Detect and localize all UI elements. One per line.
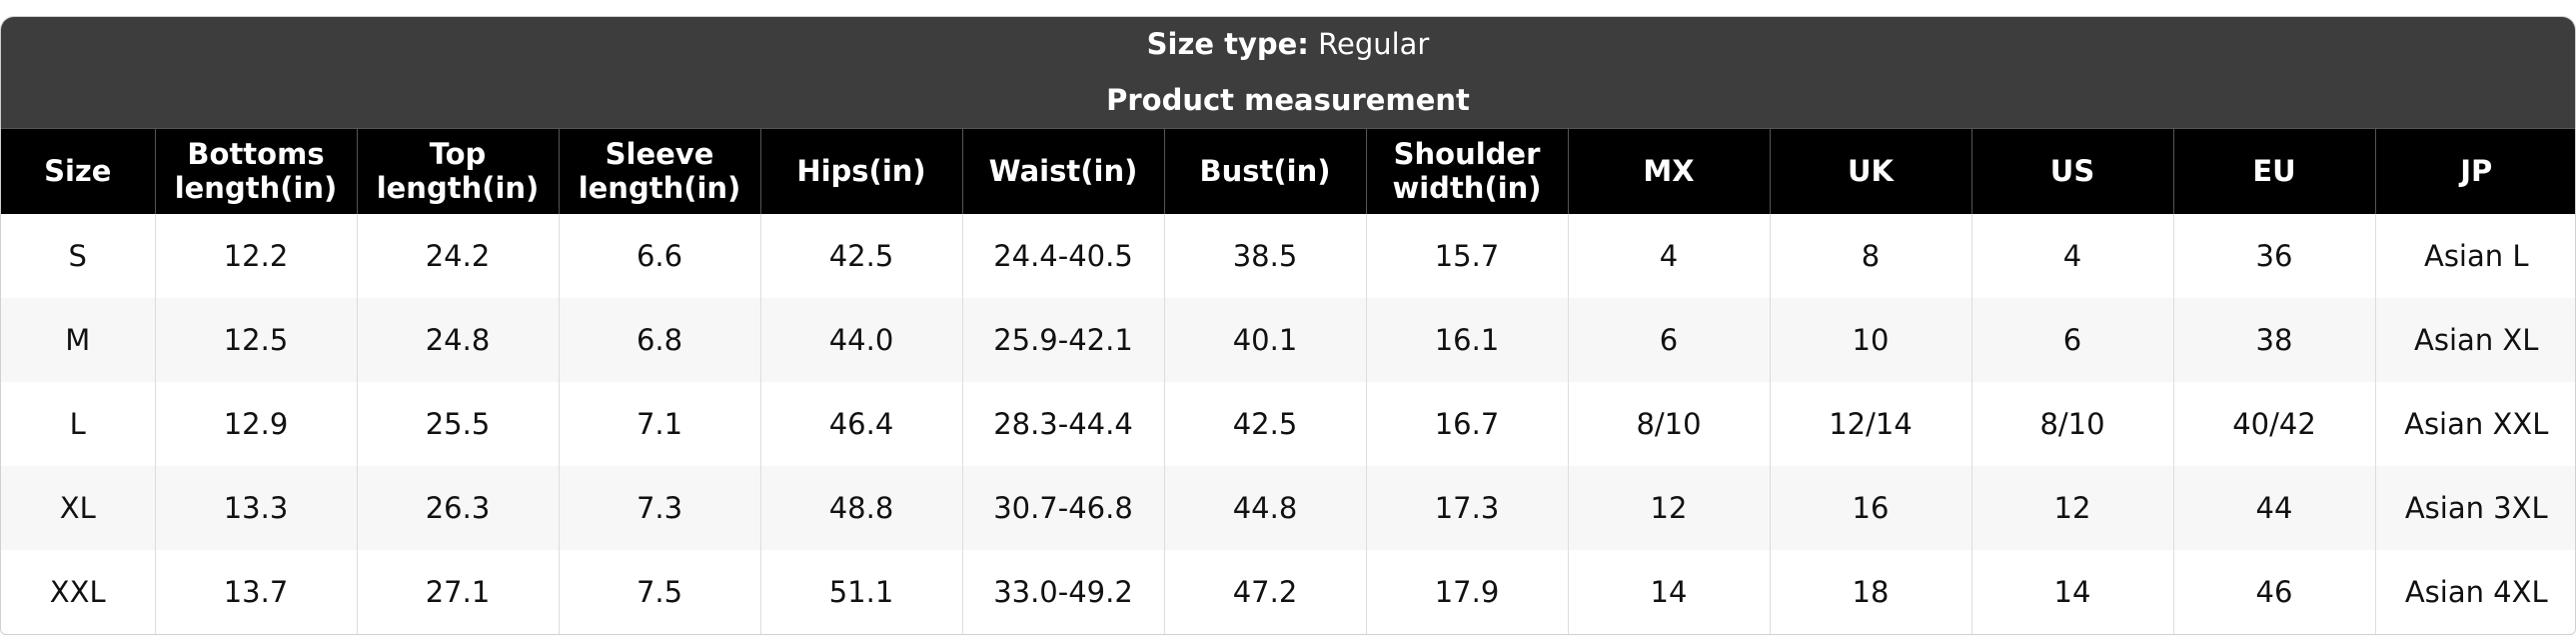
table-cell: 6.8: [558, 297, 760, 382]
table-cell: 16.7: [1365, 381, 1568, 466]
column-header: Waist(in): [961, 128, 1164, 214]
table-cell: L: [69, 406, 86, 441]
table-row: L 12.9 25.5 7.1 46.4 28.3-44.4 42.5 16.7 8/10 12/…: [1, 381, 2575, 466]
table-cell: 44.0: [759, 297, 962, 382]
size-type-value: Regular: [1318, 27, 1430, 61]
table-cell: 8: [1769, 213, 1971, 298]
table-row: S 12.2 24.2 6.6 42.5 24.4-40.5 38.5 15.7 4 8 4 36 As…: [1, 213, 2575, 298]
table-cell: 6: [1567, 297, 1770, 382]
table-cell: 18: [1769, 549, 1971, 634]
table-cell: 16.1: [1365, 297, 1568, 382]
table-cell: 12.5: [154, 297, 357, 382]
column-header: JP: [2374, 128, 2575, 214]
table-cell: 42.5: [1163, 381, 1366, 466]
table-cell: 8/10: [1970, 381, 2173, 466]
table-cell: 38.5: [1163, 213, 1366, 298]
table-cell: 12/14: [1769, 381, 1971, 466]
measurement-table: Size Bottoms length(in) Top length(in) Slee…: [1, 128, 2575, 634]
table-cell: 40/42: [2172, 381, 2375, 466]
table-cell: 44.8: [1163, 465, 1366, 550]
column-header: US: [1970, 128, 2173, 214]
table-cell: 15.7: [1365, 213, 1568, 298]
table-cell: 24.8: [356, 297, 559, 382]
table-cell: 27.1: [356, 549, 559, 634]
table-cell: 12: [1970, 465, 2173, 550]
table-cell: XL: [1, 465, 155, 550]
table-cell: 4: [1567, 213, 1770, 298]
table-cell: 42.5: [759, 213, 962, 298]
table-cell: 12.2: [154, 213, 357, 298]
column-header: Sleeve length(in): [558, 128, 760, 214]
header-row: Size Bottoms length(in) Top length(in) Slee…: [1, 128, 2575, 214]
column-header: UK: [1769, 128, 1971, 214]
column-header: Bust(in): [1163, 128, 1366, 214]
table-cell: 28.3-44.4: [961, 381, 1164, 466]
table-cell: 26.3: [356, 465, 559, 550]
table-cell: 24.2: [356, 213, 559, 298]
table-row: XXL 13.7 27.1 7.5 51.1 33.0-49.2 47.2 17.9 14 18 1…: [1, 549, 2575, 634]
table-cell: Asian XL: [2374, 297, 2575, 382]
table-cell: 10: [1769, 297, 1971, 382]
table-cell: 46: [2172, 549, 2375, 634]
table-cell: S: [68, 238, 87, 273]
table-cell: 16: [1769, 465, 1971, 550]
table-cell: 4: [1970, 213, 2173, 298]
table-cell: 13.3: [154, 465, 357, 550]
size-type-label: Size type:: [1146, 27, 1309, 61]
table-cell: 6: [1970, 297, 2173, 382]
table-cell: 17.9: [1365, 549, 1568, 634]
table-cell: 12: [1567, 465, 1770, 550]
table-cell: 51.1: [759, 549, 962, 634]
table-cell: 30.7-46.8: [961, 465, 1164, 550]
column-header: Top length(in): [356, 128, 559, 214]
table-cell: 14: [1970, 549, 2173, 634]
table-cell: 8/10: [1567, 381, 1770, 466]
table-row: XL 13.3 26.3 7.3 48.8 30.7-46.8 44.8 17.3 12 16 12…: [1, 465, 2575, 550]
column-header: EU: [2172, 128, 2375, 214]
column-header: Shoulder width(in): [1365, 128, 1568, 214]
table-cell: 38: [2172, 297, 2375, 382]
table-cell: Asian 4XL: [2374, 549, 2575, 634]
table-cell: 36: [2172, 213, 2375, 298]
table-cell: 17.3: [1365, 465, 1568, 550]
table-cell: 24.4-40.5: [961, 213, 1164, 298]
table-cell: 6.6: [558, 213, 760, 298]
table-cell: 13.7: [154, 549, 357, 634]
subtitle: Product measurement: [1, 72, 2575, 128]
table-cell: 25.9-42.1: [961, 297, 1164, 382]
table-cell: 44: [2172, 465, 2375, 550]
table-cell: 7.3: [558, 465, 760, 550]
column-header: MX: [1567, 128, 1770, 214]
table-cell: 40.1: [1163, 297, 1366, 382]
table-cell: 25.5: [356, 381, 559, 466]
table-cell: 7.5: [558, 549, 760, 634]
table-cell: 12.9: [154, 381, 357, 466]
table-cell: M: [1, 297, 155, 382]
column-header: Bottoms length(in): [154, 128, 357, 214]
table-cell: Asian XXL: [2374, 381, 2575, 466]
size-chart: Size type: Regular Product measurement S…: [0, 16, 2576, 635]
column-header: Hips(in): [759, 128, 962, 214]
table-cell: Asian 3XL: [2374, 465, 2575, 550]
table-cell: Asian L: [2374, 213, 2575, 298]
table-cell: 14: [1567, 549, 1770, 634]
table-cell: 47.2: [1163, 549, 1366, 634]
table-cell: 46.4: [759, 381, 962, 466]
table-cell: XXL: [49, 574, 106, 609]
table-cell: 7.1: [558, 381, 760, 466]
table-cell: 33.0-49.2: [961, 549, 1164, 634]
table-cell: 48.8: [759, 465, 962, 550]
column-header: Size: [1, 128, 155, 214]
size-type-bar: Size type: Regular: [1, 17, 2575, 72]
table-row: M 12.5 24.8 6.8 44.0 25.9-42.1 40.1 16.1 6 10 6 38 A…: [1, 297, 2575, 382]
